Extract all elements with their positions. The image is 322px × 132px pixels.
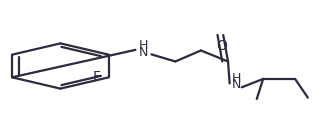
Text: H: H (231, 72, 241, 85)
Text: N: N (139, 46, 148, 59)
Text: O: O (216, 39, 227, 53)
Text: F: F (93, 70, 101, 84)
Text: N: N (231, 78, 241, 91)
Text: H: H (139, 39, 148, 52)
